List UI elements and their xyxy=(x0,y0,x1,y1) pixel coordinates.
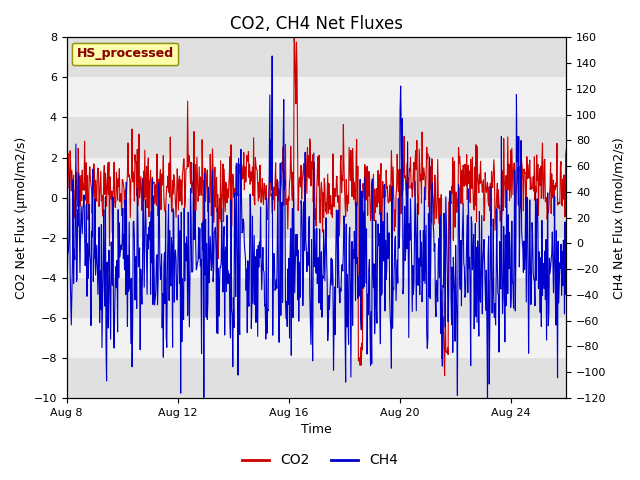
Bar xyxy=(67,157,566,198)
Bar xyxy=(67,358,566,398)
Bar xyxy=(67,238,566,278)
Bar xyxy=(67,198,566,238)
Bar xyxy=(67,318,566,358)
X-axis label: Time: Time xyxy=(301,423,332,436)
Legend:  xyxy=(72,43,178,65)
Y-axis label: CH4 Net Flux (nmol/m2/s): CH4 Net Flux (nmol/m2/s) xyxy=(612,137,625,299)
Bar xyxy=(67,118,566,157)
Title: CO2, CH4 Net Fluxes: CO2, CH4 Net Fluxes xyxy=(230,15,403,33)
Bar xyxy=(67,77,566,118)
Bar xyxy=(67,37,566,77)
Bar xyxy=(67,278,566,318)
Y-axis label: CO2 Net Flux (μmol/m2/s): CO2 Net Flux (μmol/m2/s) xyxy=(15,136,28,299)
Legend: CO2, CH4: CO2, CH4 xyxy=(236,448,404,473)
